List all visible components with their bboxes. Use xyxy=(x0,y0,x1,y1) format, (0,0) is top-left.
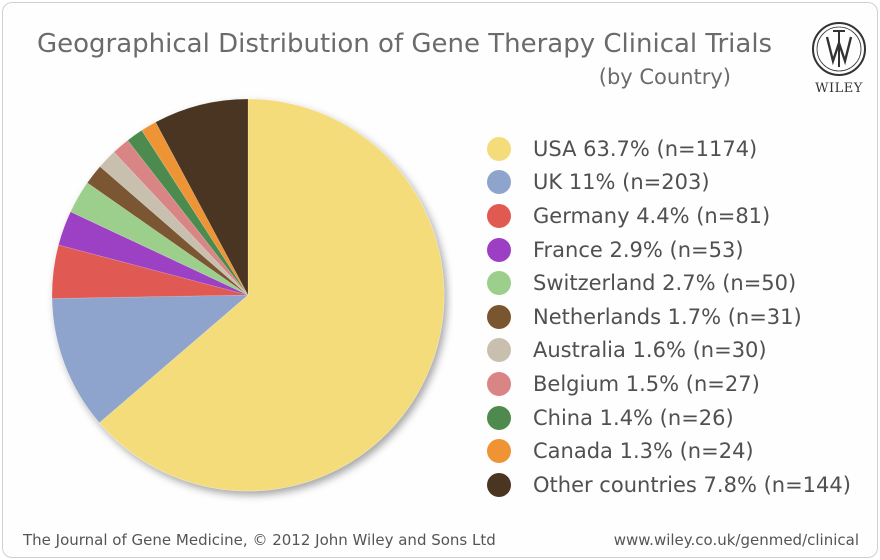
legend-item: UK 11% (n=203) xyxy=(487,166,851,200)
chart-title: Geographical Distribution of Gene Therap… xyxy=(37,29,773,59)
legend-swatch-icon xyxy=(487,439,511,464)
legend-label: Germany 4.4% (n=81) xyxy=(533,203,771,228)
legend-label: China 1.4% (n=26) xyxy=(533,405,734,430)
legend-item: Switzerland 2.7% (n=50) xyxy=(487,266,851,300)
legend-swatch-icon xyxy=(487,371,511,396)
legend-swatch-icon xyxy=(487,338,511,363)
wiley-emblem-icon xyxy=(812,22,866,76)
legend-item: Belgium 1.5% (n=27) xyxy=(487,367,851,401)
legend-item: USA 63.7% (n=1174) xyxy=(487,132,851,166)
legend-swatch-icon xyxy=(487,136,511,161)
legend-label: Other countries 7.8% (n=144) xyxy=(533,472,851,497)
legend-label: Canada 1.3% (n=24) xyxy=(533,439,754,464)
legend-swatch-icon xyxy=(487,271,511,296)
legend-item: Australia 1.6% (n=30) xyxy=(487,334,851,368)
footer-url: www.wiley.co.uk/genmed/clinical xyxy=(613,531,859,549)
legend-label: USA 63.7% (n=1174) xyxy=(533,136,758,161)
legend-swatch-icon xyxy=(487,203,511,228)
footer-copyright: The Journal of Gene Medicine, © 2012 Joh… xyxy=(23,531,496,549)
legend-item: France 2.9% (n=53) xyxy=(487,233,851,267)
legend-item: Canada 1.3% (n=24) xyxy=(487,434,851,468)
wiley-wordmark: WILEY xyxy=(815,81,863,96)
legend-swatch-icon xyxy=(487,472,511,497)
chart-subtitle: (by Country) xyxy=(598,65,731,89)
legend-label: UK 11% (n=203) xyxy=(533,170,710,195)
legend-swatch-icon xyxy=(487,405,511,430)
legend-item: Germany 4.4% (n=81) xyxy=(487,199,851,233)
legend-label: Australia 1.6% (n=30) xyxy=(533,338,767,363)
legend-label: France 2.9% (n=53) xyxy=(533,237,744,262)
legend-swatch-icon xyxy=(487,170,511,195)
legend-item: Netherlands 1.7% (n=31) xyxy=(487,300,851,334)
legend-item: Other countries 7.8% (n=144) xyxy=(487,468,851,502)
pie-slice xyxy=(98,98,445,492)
legend-swatch-icon xyxy=(487,304,511,329)
pie-slice xyxy=(155,98,249,296)
pie-slice xyxy=(51,294,249,424)
legend-label: Netherlands 1.7% (n=31) xyxy=(533,304,802,329)
chart-legend: USA 63.7% (n=1174) UK 11% (n=203) Germany … xyxy=(487,132,851,502)
legend-label: Belgium 1.5% (n=27) xyxy=(533,371,760,396)
legend-label: Switzerland 2.7% (n=50) xyxy=(533,271,797,296)
wiley-logo: WILEY xyxy=(807,17,871,99)
legend-item: China 1.4% (n=26) xyxy=(487,401,851,435)
pie-chart xyxy=(51,98,445,492)
legend-swatch-icon xyxy=(487,237,511,262)
